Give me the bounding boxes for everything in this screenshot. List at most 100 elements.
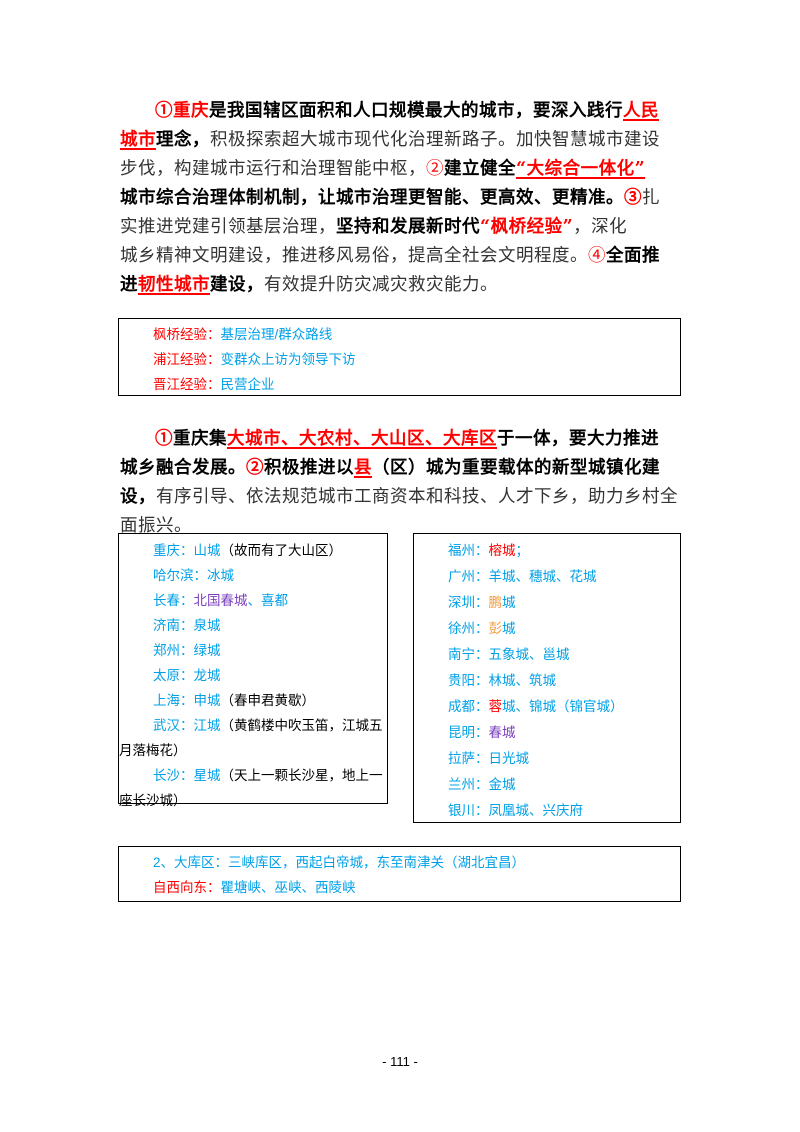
list-item: 济南：泉城 [153, 618, 221, 633]
list-item: 昆明：春城 [448, 720, 680, 746]
list-item: 长沙：星城（天上一颗长沙星，地上一 [119, 763, 387, 788]
note-box-reservoir: 2、大库区：三峡库区，西起白帝城，东至南津关（湖北宜昌） 自西向东：瞿塘峡、巫峡… [118, 846, 681, 902]
para1-text: ，深化 [573, 217, 628, 237]
note-box-city-nicknames-left: 重庆：山城（故而有了大山区） 哈尔滨：冰城 长春：北国春城、喜都 济南：泉城 郑… [118, 533, 388, 808]
keyword-fengqiao: “枫桥经验” [480, 217, 574, 237]
para1-text: 城市综合治理体制机制，让城市治理更智能、更高效、更精准。 [120, 188, 624, 208]
list-item-continuation: 座长沙城） [119, 793, 187, 808]
para1-text: 全面推 [606, 246, 660, 266]
para1-text: 有效提升防灾减灾救灾能力。 [264, 275, 498, 295]
marker-2: ② [426, 159, 444, 179]
list-item: 深圳：鹏城 [448, 590, 680, 616]
para1-text: 坚持和发展新时代 [336, 217, 480, 237]
para1-line-1: ①重庆是我国辖区面积和人口规模最大的城市，要深入践行人民 [120, 97, 682, 126]
keyword-chongqing: 重庆 [173, 101, 209, 121]
list-item: 重庆：山城（故而有了大山区） [119, 538, 387, 563]
city-nickname-highlight: 蓉 [488, 699, 503, 714]
city-note: （春申君黄歇） [220, 693, 316, 708]
keyword-people-city-cont: 城市 [120, 130, 156, 150]
city-note: （黄鹤楼中吹玉笛，江城五 [220, 718, 383, 733]
city-note: （天上一颗长沙星，地上一 [220, 768, 383, 783]
note-row: 枫桥经验：基层治理/群众路线 [153, 322, 680, 347]
note-key: 枫桥经验： [153, 327, 221, 342]
note-row: 浦江经验：变群众上访为领导下访 [153, 347, 680, 372]
city-nickname: 长沙：星城 [153, 768, 221, 783]
city-key: 长春： [153, 593, 194, 608]
list-item: 上海：申城（春申君黄歇） [119, 688, 387, 713]
list-item: 徐州：彭城 [448, 616, 680, 642]
paragraph-urban-rural: ①重庆集大城市、大农村、大山区、大库区于一体，要大力推进 城乡融合发展。②积极推… [120, 425, 682, 541]
list-item: 郑州：绿城 [153, 643, 221, 658]
city-nickname: 上海：申城 [153, 693, 221, 708]
keyword-resilient-city: 韧性城市 [138, 275, 210, 295]
para1-text: 理念， [156, 130, 210, 150]
city-nickname: ； [515, 543, 530, 558]
para1-text: 建设， [210, 275, 264, 295]
list-item: 太原：龙城 [153, 668, 221, 683]
para1-text: 是我国辖区面积和人口规模最大的城市，要深入践行 [209, 101, 623, 121]
marker-1: ① [155, 101, 173, 121]
para1-line-3: 步伐，构建城市运行和治理智能中枢，②建立健全“大综合一体化” [120, 155, 682, 184]
list-item: 兰州：金城 [448, 777, 516, 792]
note-value: 瞿塘峡、巫峡、西陵峡 [220, 880, 356, 895]
city-key: 昆明： [448, 725, 489, 740]
para1-text: 扎 [642, 188, 660, 208]
list-item: 贵阳：林城、筑城 [448, 673, 556, 688]
para1-text: 城乡精神文明建设，推进移风易俗，提高全社会文明程度。 [120, 246, 588, 266]
note-row: 晋江经验：民营企业 [153, 372, 680, 397]
city-nickname-highlight: 春城 [488, 725, 516, 740]
city-nickname: 、喜都 [247, 593, 289, 608]
city-note: （故而有了大山区） [220, 543, 343, 558]
para1-text: 进 [120, 275, 138, 295]
note-box-experiences: 枫桥经验：基层治理/群众路线 浦江经验：变群众上访为领导下访 晋江经验：民营企业 [118, 318, 681, 396]
para2-line-2: 城乡融合发展。②积极推进以县（区）城为重要载体的新型城镇化建 [120, 454, 682, 483]
para1-line-6: 城乡精神文明建设，推进移风易俗，提高全社会文明程度。④全面推 [120, 242, 682, 271]
note-key: 晋江经验： [153, 377, 221, 392]
para1-text: 建立健全 [444, 159, 516, 179]
note-row: 2、大库区：三峡库区，西起白帝城，东至南津关（湖北宜昌） [153, 855, 526, 870]
para2-text: （区）城为重要载体的新型城镇化建 [372, 458, 660, 478]
list-item: 银川：凤凰城、兴庆府 [448, 803, 583, 818]
city-nickname-highlight: 彭 [488, 621, 503, 636]
list-item: 南宁：五象城、邕城 [448, 647, 570, 662]
marker-2: ② [246, 458, 264, 478]
para1-line-7: 进韧性城市建设，有效提升防灾减灾救灾能力。 [120, 271, 682, 300]
para2-text: 设， [120, 487, 156, 507]
list-item: 广州：羊城、穗城、花城 [448, 569, 597, 584]
marker-1: ① [155, 429, 173, 449]
page-number: - 111 - [382, 1054, 418, 1069]
para1-line-4: 城市综合治理体制机制，让城市治理更智能、更高效、更精准。③扎 [120, 184, 682, 213]
keyword-integration: “大综合一体化” [516, 159, 646, 179]
para2-text: 城乡融合发展。 [120, 458, 246, 478]
list-item: 成都：蓉城、锦城（锦官城） [448, 694, 680, 720]
list-item: 哈尔滨：冰城 [153, 568, 234, 583]
paragraph-chongqing-governance: ①重庆是我国辖区面积和人口规模最大的城市，要深入践行人民 城市理念，积极探索超大… [120, 97, 682, 300]
para2-line-1: ①重庆集大城市、大农村、大山区、大库区于一体，要大力推进 [120, 425, 682, 454]
marker-3: ③ [624, 188, 642, 208]
note-box-city-nicknames-right: 福州：榕城； 广州：羊城、穗城、花城 深圳：鹏城 徐州：彭城 南宁：五象城、邕城… [413, 533, 681, 823]
note-key: 浦江经验： [153, 352, 221, 367]
note-value: 基层治理/群众路线 [220, 327, 333, 342]
city-nickname: 城 [502, 621, 516, 636]
city-key: 成都： [448, 699, 489, 714]
city-nickname: 城、锦城（锦官城） [502, 699, 624, 714]
para2-text: 积极推进以 [264, 458, 354, 478]
note-value: 变群众上访为领导下访 [220, 352, 356, 367]
city-key: 福州： [448, 543, 489, 558]
city-nickname: 武汉：江城 [153, 718, 221, 733]
list-item: 武汉：江城（黄鹤楼中吹玉笛，江城五 [119, 713, 387, 738]
list-item-continuation: 月落梅花） [119, 743, 187, 758]
para2-text: 于一体，要大力推进 [497, 429, 659, 449]
para2-text: 重庆集 [173, 429, 227, 449]
city-nickname-highlight: 北国春城 [193, 593, 248, 608]
para2-line-4: 面振兴。 [120, 512, 682, 541]
city-nickname: 重庆：山城 [153, 543, 221, 558]
marker-4: ④ [588, 246, 606, 266]
city-key: 深圳： [448, 595, 489, 610]
city-nickname-highlight: 鹏 [488, 595, 503, 610]
para1-line-2: 城市理念，积极探索超大城市现代化治理新路子。加快智慧城市建设 [120, 126, 682, 155]
note-key: 自西向东： [153, 880, 221, 895]
para2-line-3: 设，有序引导、依法规范城市工商资本和科技、人才下乡，助力乡村全 [120, 483, 682, 512]
city-nickname-highlight: 榕城 [488, 543, 516, 558]
list-item: 拉萨：日光城 [448, 751, 529, 766]
